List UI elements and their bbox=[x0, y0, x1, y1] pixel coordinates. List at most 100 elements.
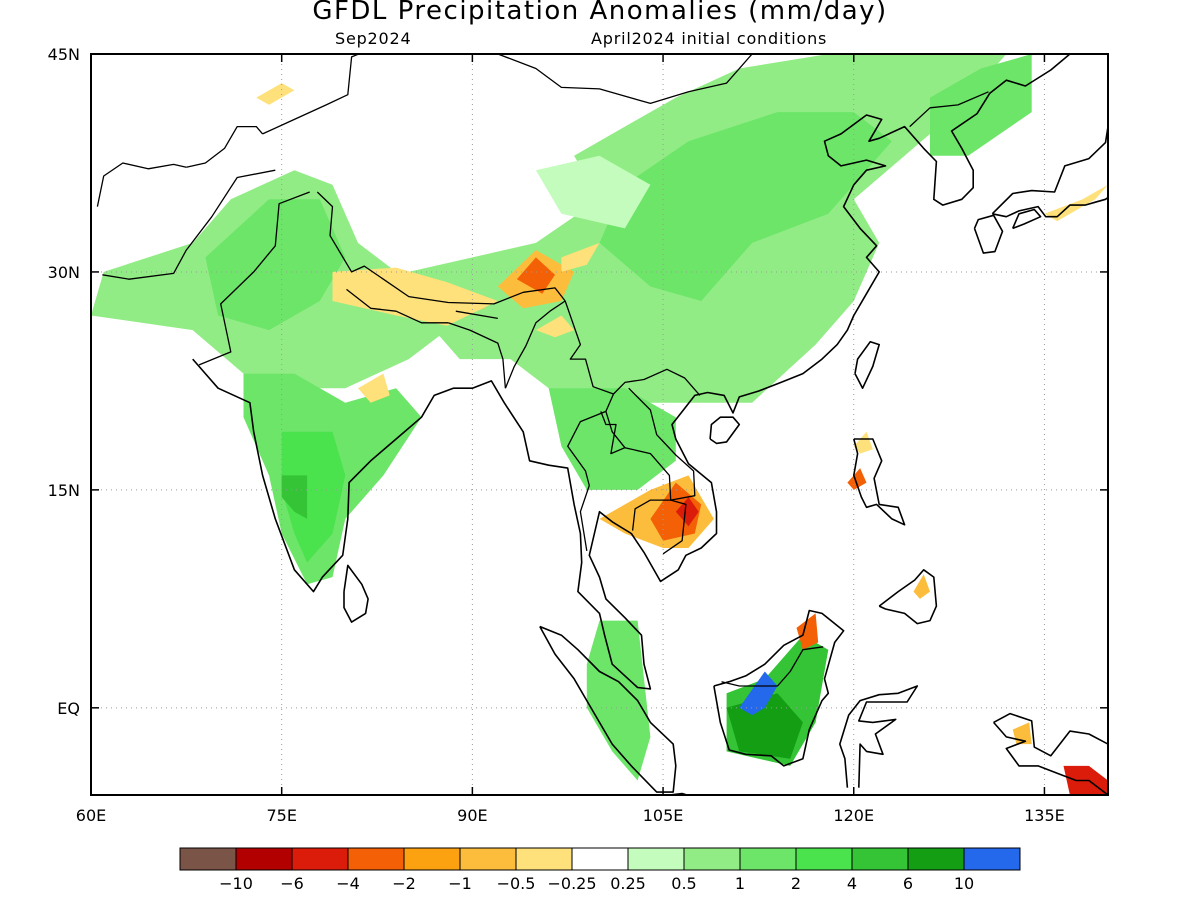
colorbar-swatch bbox=[851, 847, 909, 871]
y-tick-label: 45N bbox=[48, 45, 80, 64]
country-border-9 bbox=[600, 411, 626, 455]
coastlines-and-borders bbox=[96, 54, 1108, 795]
x-tick-label: 75E bbox=[266, 806, 296, 825]
anomaly-fields bbox=[91, 54, 1108, 795]
country-border-15 bbox=[96, 162, 187, 207]
anomaly-region-6 bbox=[599, 112, 892, 301]
coastline-0 bbox=[192, 54, 1071, 690]
x-tick-label: 105E bbox=[643, 806, 684, 825]
coastline-9 bbox=[838, 685, 919, 788]
colorbar-label: −0.25 bbox=[547, 874, 596, 893]
country-border-6 bbox=[613, 368, 701, 396]
colorbar-label: −10 bbox=[219, 874, 253, 893]
country-border-7 bbox=[605, 387, 696, 501]
x-tick-label: 135E bbox=[1024, 806, 1065, 825]
country-border-3 bbox=[346, 288, 449, 324]
coastline-13 bbox=[1011, 208, 1042, 230]
colorbar-label: 1 bbox=[735, 874, 745, 893]
colorbar-swatch bbox=[459, 847, 517, 871]
y-tick-label: 15N bbox=[48, 481, 80, 500]
coastline-10 bbox=[992, 712, 1108, 795]
anomaly-region-22 bbox=[847, 468, 867, 490]
x-tick-label: 120E bbox=[833, 806, 874, 825]
anomaly-region-3 bbox=[281, 431, 346, 563]
colorbar-swatch bbox=[235, 847, 293, 871]
anomaly-region-1 bbox=[205, 199, 346, 331]
colorbar-label: −1 bbox=[448, 874, 472, 893]
country-border-12 bbox=[186, 125, 264, 168]
colorbar-legend: −10 −6 −4 −2 −1 −0.5 −0.25 0.25 0.5 1 2 4 6 10 bbox=[179, 847, 1021, 893]
colorbar-swatch bbox=[627, 847, 685, 871]
colorbar-swatch bbox=[403, 847, 461, 871]
colorbar-label: 0.5 bbox=[671, 874, 696, 893]
y-tick-label: 30N bbox=[48, 263, 80, 282]
anomaly-region-21 bbox=[796, 613, 819, 650]
anomaly-region-13 bbox=[516, 257, 555, 294]
axis-ticks: 60E 75E 90E 105E 120E 135E 45N 30N 15N EQ bbox=[48, 45, 1108, 825]
coastline-5 bbox=[878, 568, 938, 625]
colorbar-label: 10 bbox=[954, 874, 974, 893]
anomaly-region-8 bbox=[535, 155, 651, 229]
country-border-11 bbox=[262, 54, 361, 135]
coastline-4 bbox=[852, 438, 906, 526]
anomaly-region-16 bbox=[675, 497, 699, 527]
colorbar-swatch bbox=[347, 847, 405, 871]
anomaly-region-30 bbox=[561, 242, 600, 272]
forecast-month: Sep2024 bbox=[335, 29, 412, 48]
x-tick-label: 90E bbox=[457, 806, 487, 825]
country-border-1 bbox=[102, 169, 276, 280]
country-border-13 bbox=[909, 91, 989, 128]
country-border-0 bbox=[198, 191, 310, 366]
anomaly-region-20 bbox=[739, 671, 778, 716]
colorbar-swatch bbox=[291, 847, 349, 871]
country-border-14 bbox=[721, 646, 824, 687]
anomaly-region-4 bbox=[281, 475, 308, 519]
x-tick-label: 60E bbox=[76, 806, 106, 825]
anomaly-region-17 bbox=[586, 620, 651, 781]
anomaly-region-23 bbox=[853, 431, 873, 454]
colorbar-label: −0.5 bbox=[497, 874, 536, 893]
colorbar-label: 0.25 bbox=[610, 874, 646, 893]
country-border-2 bbox=[316, 191, 566, 305]
colorbar-label: 4 bbox=[847, 874, 857, 893]
map-title: GFDL Precipitation Anomalies (mm/day) bbox=[312, 0, 888, 26]
coastline-14 bbox=[1107, 89, 1108, 105]
colorbar-label: 6 bbox=[903, 874, 913, 893]
anomaly-region-25 bbox=[913, 574, 930, 599]
coastline-8 bbox=[669, 792, 690, 795]
colorbar-label: 2 bbox=[791, 874, 801, 893]
anomaly-region-31 bbox=[535, 315, 575, 338]
coastline-6 bbox=[713, 609, 845, 767]
grid-lines bbox=[91, 54, 1108, 795]
coastline-2 bbox=[709, 416, 741, 445]
colorbar-label: −2 bbox=[392, 874, 416, 893]
colorbar-swatch bbox=[795, 847, 853, 871]
colorbar-label: −4 bbox=[336, 874, 360, 893]
anomaly-region-28 bbox=[256, 83, 295, 105]
colorbar-swatch bbox=[963, 847, 1021, 871]
coastline-12 bbox=[991, 108, 1108, 218]
coastline-11 bbox=[973, 214, 1004, 254]
map-frame bbox=[90, 53, 1109, 796]
coastline-3 bbox=[854, 340, 881, 390]
colorbar-swatch bbox=[907, 847, 965, 871]
y-tick-label: EQ bbox=[57, 699, 80, 718]
anomaly-region-7 bbox=[548, 388, 676, 490]
coastline-7 bbox=[539, 625, 677, 793]
coastline-1 bbox=[343, 564, 369, 623]
colorbar-label: −6 bbox=[280, 874, 304, 893]
initial-conditions-label: April2024 initial conditions bbox=[591, 29, 828, 48]
country-border-4 bbox=[447, 322, 507, 389]
colorbar-swatch bbox=[571, 847, 629, 871]
country-border-8 bbox=[631, 499, 687, 555]
colorbar-swatch bbox=[683, 847, 741, 871]
country-border-17 bbox=[504, 300, 566, 389]
colorbar-swatch bbox=[739, 847, 797, 871]
anomaly-region-27 bbox=[1044, 184, 1108, 222]
colorbar-swatch bbox=[179, 847, 237, 871]
colorbar-swatch bbox=[515, 847, 573, 871]
country-border-16 bbox=[455, 310, 498, 320]
anomaly-region-29 bbox=[358, 373, 390, 403]
country-border-10 bbox=[496, 54, 753, 105]
